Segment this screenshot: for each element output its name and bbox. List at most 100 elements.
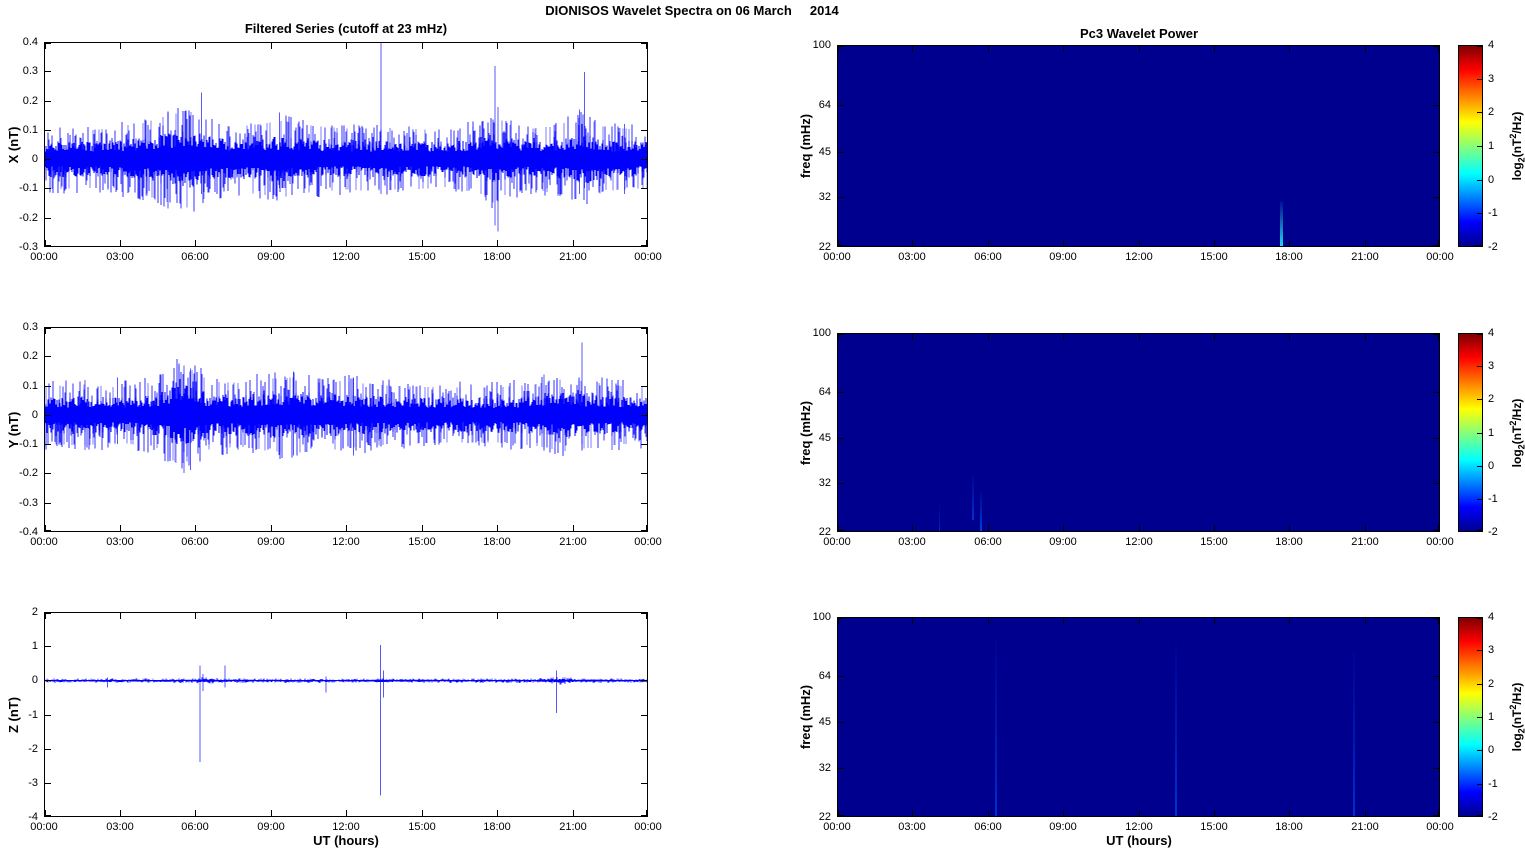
colorbar-tick-label: -2 xyxy=(1488,241,1498,253)
x-tick-label: 03:00 xyxy=(106,821,134,833)
freq-axis-label-3: freq (mHz) xyxy=(798,684,813,750)
freq-axis-label-1: freq (mHz) xyxy=(798,113,813,179)
y-tick-label: -4 xyxy=(28,811,38,823)
wavelet-event-streak xyxy=(972,474,975,520)
x-tick-label: 06:00 xyxy=(181,251,209,263)
colorbar-label-part: 2 xyxy=(1516,444,1525,449)
right-xaxis-label: UT (hours) xyxy=(1106,833,1172,848)
right-column-title: Pc3 Wavelet Power xyxy=(1079,26,1198,41)
freq-tick-label: 100 xyxy=(812,611,831,623)
colorbar-axis-label: log2(nT2/Hz) xyxy=(1508,358,1525,508)
x-tick-label: 18:00 xyxy=(483,251,511,263)
x-tick-label: 21:00 xyxy=(559,536,587,548)
x-series-plot xyxy=(44,42,648,247)
colorbar-tick-label: -2 xyxy=(1488,526,1498,538)
x-tick-label: 09:00 xyxy=(1049,251,1077,263)
x-tick-label: 12:00 xyxy=(332,536,360,548)
y-tick-label: 0.3 xyxy=(22,321,38,333)
x-tick-label: 00:00 xyxy=(1426,536,1454,548)
x-tick-label: 00:00 xyxy=(823,251,851,263)
colorbar-label-part: log xyxy=(1510,162,1524,181)
series-layer-2 xyxy=(45,385,647,444)
x-tick-label: 18:00 xyxy=(483,821,511,833)
x-tick-label: 06:00 xyxy=(974,251,1002,263)
x-tick-label: 00:00 xyxy=(1426,821,1454,833)
x-tick-label: 21:00 xyxy=(1351,251,1379,263)
x-wavelet-plot xyxy=(837,45,1440,247)
x-tick-label: 00:00 xyxy=(30,821,58,833)
x-tick-label: 09:00 xyxy=(1049,536,1077,548)
freq-tick-label: 100 xyxy=(812,39,831,51)
colorbar-label-part: (nT xyxy=(1510,709,1524,729)
colorbar-label-part: /Hz) xyxy=(1510,398,1524,421)
x-tick-label: 06:00 xyxy=(974,821,1002,833)
y-tick-label: 0.4 xyxy=(22,36,38,48)
z_filtered_series-svg xyxy=(45,645,647,796)
x-tick-label: 21:00 xyxy=(559,821,587,833)
colorbar-tick-label: 4 xyxy=(1488,611,1495,623)
x-tick-label: 03:00 xyxy=(106,536,134,548)
colorbar-label-part: log xyxy=(1510,733,1524,752)
y-wavelet-plot xyxy=(837,333,1440,532)
wavelet-event-streak xyxy=(938,504,941,531)
x-tick-label: 00:00 xyxy=(634,251,662,263)
y-series-plot xyxy=(44,327,648,532)
colorbar-tick-label: -2 xyxy=(1488,811,1498,823)
x-tick-label: 00:00 xyxy=(30,536,58,548)
x-tick-label: 18:00 xyxy=(1275,821,1303,833)
figure-title: DIONISOS Wavelet Spectra on 06 March 201… xyxy=(545,3,839,18)
x-tick-label: 18:00 xyxy=(483,536,511,548)
x-tick-label: 06:00 xyxy=(181,536,209,548)
colorbar-tick-label: 4 xyxy=(1488,39,1495,51)
colorbar-label-part: 2 xyxy=(1516,728,1525,733)
freq-tick-label: 22 xyxy=(818,241,831,253)
series-layer-3 xyxy=(167,43,625,232)
colorbar xyxy=(1458,617,1483,817)
colorbar-label-part: (nT xyxy=(1510,138,1524,158)
x-tick-label: 00:00 xyxy=(30,251,58,263)
y-tick-label: 2 xyxy=(31,606,38,618)
x-tick-label: 03:00 xyxy=(898,251,926,263)
colorbar-label-part: (nT xyxy=(1510,425,1524,444)
colorbar xyxy=(1458,45,1483,247)
colorbar xyxy=(1458,333,1483,532)
freq-axis-label-2: freq (mHz) xyxy=(798,400,813,465)
x-tick-label: 09:00 xyxy=(257,251,285,263)
series-layer-3 xyxy=(107,645,558,796)
x-tick-label: 09:00 xyxy=(257,536,285,548)
x-tick-label: 00:00 xyxy=(634,536,662,548)
left-xaxis-label: UT (hours) xyxy=(313,833,379,848)
wavelet-event-streak xyxy=(979,490,982,531)
x_filtered_series-svg xyxy=(45,43,647,232)
z-wavelet-plot xyxy=(837,617,1440,817)
x-tick-label: 15:00 xyxy=(408,251,436,263)
x-tick-label: 12:00 xyxy=(332,251,360,263)
freq-tick-label: 100 xyxy=(812,327,831,339)
x-tick-label: 00:00 xyxy=(823,821,851,833)
x-tick-label: 03:00 xyxy=(106,251,134,263)
colorbar-axis-label: log2(nT2/Hz) xyxy=(1508,71,1525,221)
x-axis-label: X (nT) xyxy=(6,126,21,163)
x-tick-label: 03:00 xyxy=(898,821,926,833)
colorbar-axis-label: log2(nT2/Hz) xyxy=(1508,642,1525,792)
colorbar-label-part: 2 xyxy=(1508,704,1518,710)
x-tick-label: 06:00 xyxy=(181,821,209,833)
x-tick-label: 12:00 xyxy=(1125,251,1153,263)
colorbar-label-part: /Hz) xyxy=(1510,111,1524,134)
x-tick-label: 00:00 xyxy=(634,821,662,833)
wavelet-event-streak xyxy=(994,639,997,816)
freq-tick-label: 22 xyxy=(818,526,831,538)
y-tick-label: -0.3 xyxy=(19,241,38,253)
y-tick-label: -0.4 xyxy=(19,526,38,538)
wavelet-event-streak xyxy=(1174,644,1178,816)
freq-tick-label: 22 xyxy=(818,811,831,823)
z-axis-label: Z (nT) xyxy=(6,696,21,733)
colorbar-label-part: /Hz) xyxy=(1510,682,1524,705)
x-tick-label: 18:00 xyxy=(1275,536,1303,548)
wavelet-event-streak xyxy=(1280,200,1283,246)
x-tick-label: 21:00 xyxy=(1351,821,1379,833)
x-tick-label: 06:00 xyxy=(974,536,1002,548)
x-tick-label: 15:00 xyxy=(1200,536,1228,548)
z-series-plot xyxy=(44,612,648,817)
